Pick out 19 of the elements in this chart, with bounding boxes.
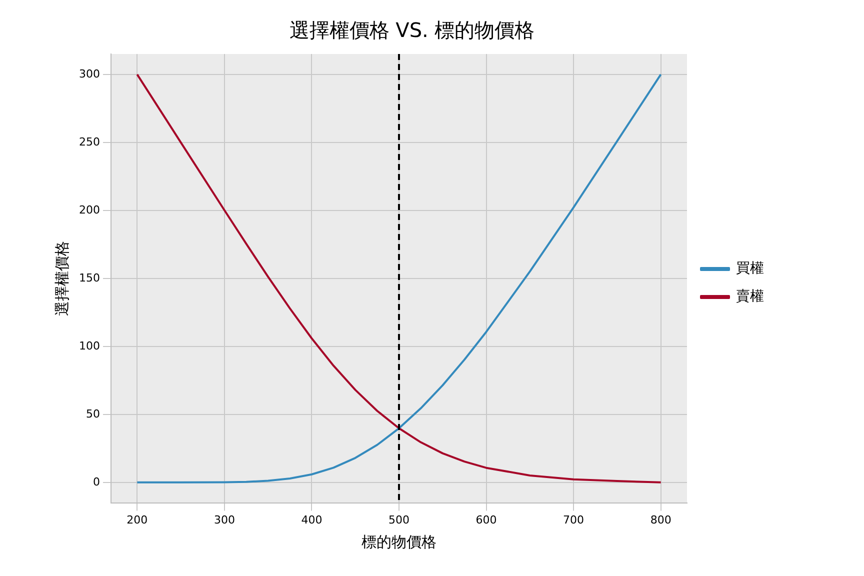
y-tick-label: 300 <box>78 67 100 80</box>
x-tick-label: 300 <box>214 513 235 526</box>
y-tick-label: 250 <box>78 135 100 148</box>
y-tick-label: 150 <box>78 271 100 284</box>
y-tick-label: 50 <box>86 407 100 420</box>
x-tick-label: 600 <box>476 513 497 526</box>
y-tick-label: 0 <box>92 475 100 488</box>
chart-title: 選擇權價格 VS. 標的物價格 <box>289 18 535 42</box>
x-tick-label: 400 <box>301 513 322 526</box>
y-tick-label: 200 <box>78 203 100 216</box>
legend-label: 賣權 <box>736 288 764 305</box>
y-tick-label: 100 <box>78 339 100 352</box>
legend-label: 買權 <box>736 260 764 277</box>
x-axis-title: 標的物價格 <box>362 532 436 551</box>
x-tick-label: 500 <box>388 513 410 526</box>
x-tick-label: 700 <box>563 513 584 526</box>
y-axis-title: 選擇權價格 <box>52 240 71 316</box>
x-tick-label: 200 <box>126 513 148 526</box>
x-tick-label: 800 <box>650 513 672 526</box>
